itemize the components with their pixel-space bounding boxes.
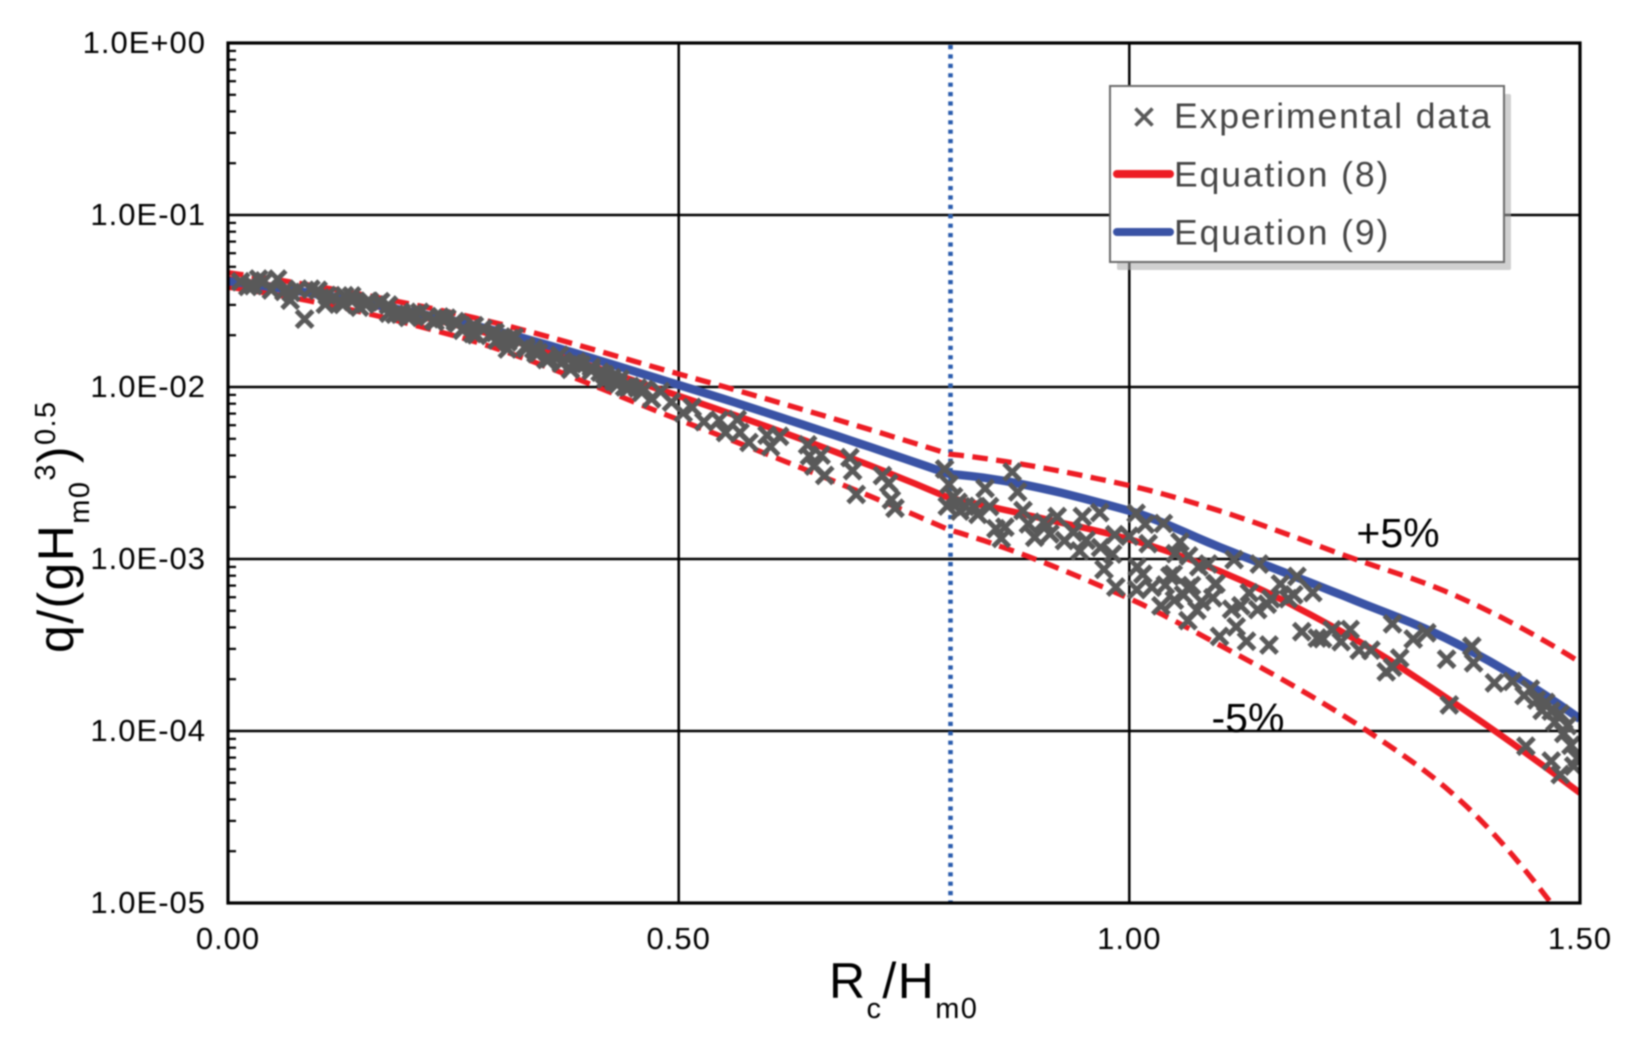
svg-text:1.0E-03: 1.0E-03 [90, 541, 206, 576]
svg-text:1.0E-02: 1.0E-02 [90, 369, 206, 404]
svg-text:1.0E-04: 1.0E-04 [90, 713, 206, 748]
svg-text:1.0E-01: 1.0E-01 [90, 197, 206, 232]
svg-text:0.00: 0.00 [196, 921, 260, 956]
svg-text:1.00: 1.00 [1097, 921, 1161, 956]
svg-text:Experimental data: Experimental data [1174, 96, 1492, 136]
svg-text:Equation (8): Equation (8) [1174, 155, 1390, 195]
svg-text:+5%: +5% [1356, 510, 1439, 556]
svg-text:1.0E-05: 1.0E-05 [90, 885, 206, 920]
svg-text:-5%: -5% [1212, 695, 1285, 741]
svg-text:Equation (9): Equation (9) [1174, 213, 1390, 253]
svg-text:1.0E+00: 1.0E+00 [83, 25, 206, 60]
svg-text:0.50: 0.50 [647, 921, 711, 956]
svg-text:1.50: 1.50 [1548, 921, 1612, 956]
